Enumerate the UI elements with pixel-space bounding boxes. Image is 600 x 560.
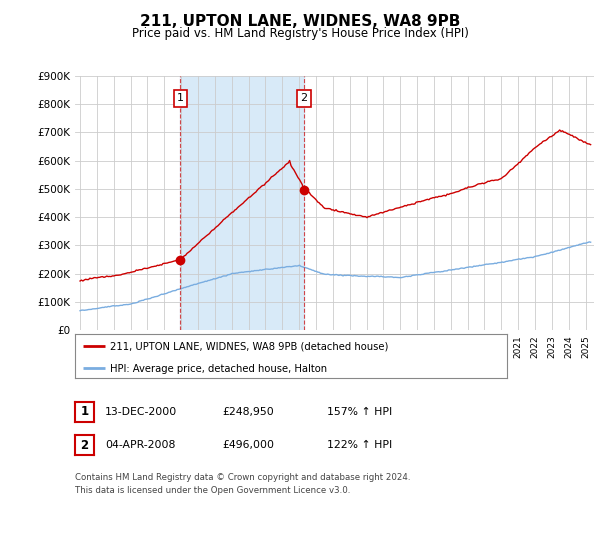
Text: 2: 2 [80, 438, 89, 452]
Text: Contains HM Land Registry data © Crown copyright and database right 2024.
This d: Contains HM Land Registry data © Crown c… [75, 473, 410, 494]
Text: 1: 1 [177, 94, 184, 103]
Text: 04-APR-2008: 04-APR-2008 [105, 440, 175, 450]
Text: Price paid vs. HM Land Registry's House Price Index (HPI): Price paid vs. HM Land Registry's House … [131, 27, 469, 40]
Text: 13-DEC-2000: 13-DEC-2000 [105, 407, 177, 417]
Text: 1: 1 [80, 405, 89, 418]
Text: 2: 2 [300, 94, 307, 103]
Text: 157% ↑ HPI: 157% ↑ HPI [327, 407, 392, 417]
Text: £496,000: £496,000 [222, 440, 274, 450]
Text: £248,950: £248,950 [222, 407, 274, 417]
Bar [181, 76, 304, 330]
Text: 211, UPTON LANE, WIDNES, WA8 9PB: 211, UPTON LANE, WIDNES, WA8 9PB [140, 14, 460, 29]
Text: 122% ↑ HPI: 122% ↑ HPI [327, 440, 392, 450]
Text: HPI: Average price, detached house, Halton: HPI: Average price, detached house, Halt… [110, 364, 328, 374]
Text: 211, UPTON LANE, WIDNES, WA8 9PB (detached house): 211, UPTON LANE, WIDNES, WA8 9PB (detach… [110, 342, 389, 352]
